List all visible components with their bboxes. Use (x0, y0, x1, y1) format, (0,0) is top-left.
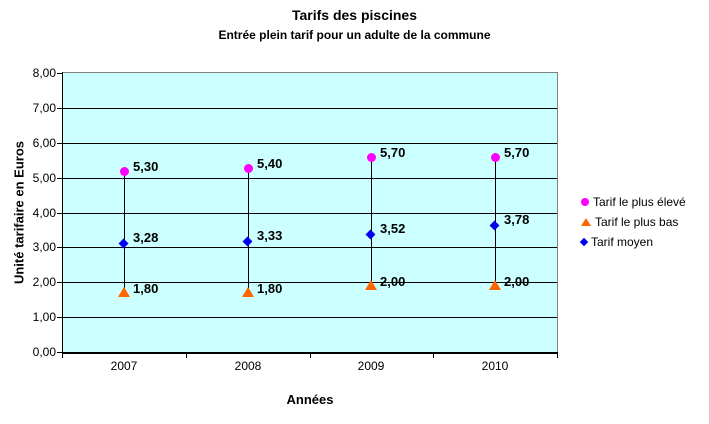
x-tick (433, 354, 434, 358)
diamond-marker (365, 229, 376, 240)
y-tick (57, 178, 62, 179)
y-tick (57, 247, 62, 248)
chart-subtitle: Entrée plein tarif pour un adulte de la … (218, 28, 491, 42)
data-label: 3,33 (257, 228, 283, 243)
x-tick (62, 354, 63, 358)
gridline (62, 108, 557, 109)
legend-label: Tarif le plus élevé (593, 195, 686, 209)
x-tick-label: 2010 (481, 359, 509, 373)
y-tick-label: 1,00 (32, 310, 56, 324)
x-axis-title: Années (286, 392, 334, 407)
data-label: 5,40 (257, 156, 283, 171)
circle-marker (244, 164, 253, 173)
triangle-marker (365, 280, 377, 290)
high-low-line (124, 167, 125, 289)
gridline (62, 317, 557, 318)
y-tick-label: 3,00 (32, 240, 56, 254)
gridline (62, 282, 557, 283)
data-label: 3,52 (380, 221, 406, 236)
gridline (62, 247, 557, 248)
x-axis-line (62, 352, 558, 354)
data-label: 5,70 (380, 145, 406, 160)
diamond-marker (579, 237, 589, 247)
data-point (489, 216, 500, 234)
triangle-marker (489, 280, 501, 290)
circle-marker (120, 167, 129, 176)
circle-marker (491, 153, 500, 162)
y-tick-label: 0,00 (32, 345, 56, 359)
triangle-marker (242, 287, 254, 297)
legend: Tarif le plus élevé Tarif le plus bas Tari… (579, 192, 686, 252)
data-label: 3,28 (133, 230, 159, 245)
y-tick-label: 5,00 (32, 171, 56, 185)
y-tick (57, 282, 62, 283)
data-label: 2,00 (504, 274, 530, 289)
high-low-line (371, 153, 372, 282)
y-tick (57, 143, 62, 144)
y-tick (57, 352, 62, 353)
y-tick (57, 73, 62, 74)
triangle-marker (581, 218, 591, 226)
data-point (491, 149, 500, 167)
data-point (242, 232, 253, 250)
x-tick (310, 354, 311, 358)
legend-item: Tarif le plus bas (581, 212, 686, 232)
y-tick-label: 8,00 (32, 66, 56, 80)
data-label: 1,80 (257, 281, 283, 296)
y-tick-label: 2,00 (32, 275, 56, 289)
data-point (365, 225, 376, 243)
y-tick-label: 7,00 (32, 101, 56, 115)
data-point (118, 234, 129, 252)
data-point (367, 149, 376, 167)
circle-marker (581, 198, 589, 206)
legend-label: Tarif le plus bas (595, 215, 679, 229)
y-axis-line (62, 72, 63, 353)
legend-item: Tarif moyen (579, 232, 686, 252)
legend-item: Tarif le plus élevé (581, 192, 686, 212)
gridline (62, 143, 557, 144)
data-point (120, 163, 129, 181)
circle-marker (367, 153, 376, 162)
y-tick-label: 6,00 (32, 136, 56, 150)
data-label: 5,30 (133, 159, 159, 174)
y-tick (57, 317, 62, 318)
plot-area (62, 72, 558, 353)
data-point (365, 277, 377, 295)
data-point (118, 284, 130, 302)
data-label: 2,00 (380, 274, 406, 289)
gridline (62, 178, 557, 179)
data-point (244, 160, 253, 178)
high-low-line (495, 153, 496, 282)
y-tick-label: 4,00 (32, 206, 56, 220)
data-label: 5,70 (504, 145, 530, 160)
data-point (242, 284, 254, 302)
x-tick-label: 2008 (234, 359, 262, 373)
x-tick (557, 354, 558, 358)
gridline (62, 213, 557, 214)
data-label: 1,80 (133, 281, 159, 296)
diamond-marker (118, 238, 129, 249)
x-tick (186, 354, 187, 358)
y-tick (57, 108, 62, 109)
y-tick (57, 213, 62, 214)
diamond-marker (489, 220, 500, 231)
legend-label: Tarif moyen (591, 235, 654, 249)
triangle-marker (118, 287, 130, 297)
chart-title: Tarifs des piscines (291, 7, 417, 23)
data-point (489, 277, 501, 295)
x-tick-label: 2007 (110, 359, 138, 373)
high-low-line (248, 164, 249, 290)
diamond-marker (242, 236, 253, 247)
x-tick-label: 2009 (357, 359, 385, 373)
data-label: 3,78 (504, 212, 530, 227)
